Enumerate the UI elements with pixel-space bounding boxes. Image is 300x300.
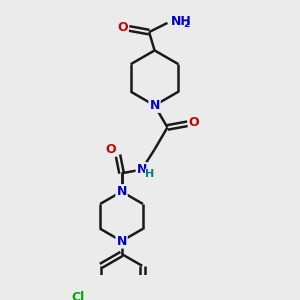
- Text: H: H: [146, 169, 154, 179]
- Text: N: N: [116, 185, 127, 198]
- Text: O: O: [117, 21, 128, 34]
- Text: O: O: [189, 116, 199, 129]
- Text: N: N: [116, 235, 127, 248]
- Text: NH: NH: [171, 15, 192, 28]
- Text: 2: 2: [183, 20, 189, 29]
- Text: N: N: [149, 99, 160, 112]
- Text: O: O: [105, 143, 116, 156]
- Text: N: N: [136, 163, 147, 176]
- Text: Cl: Cl: [71, 290, 85, 300]
